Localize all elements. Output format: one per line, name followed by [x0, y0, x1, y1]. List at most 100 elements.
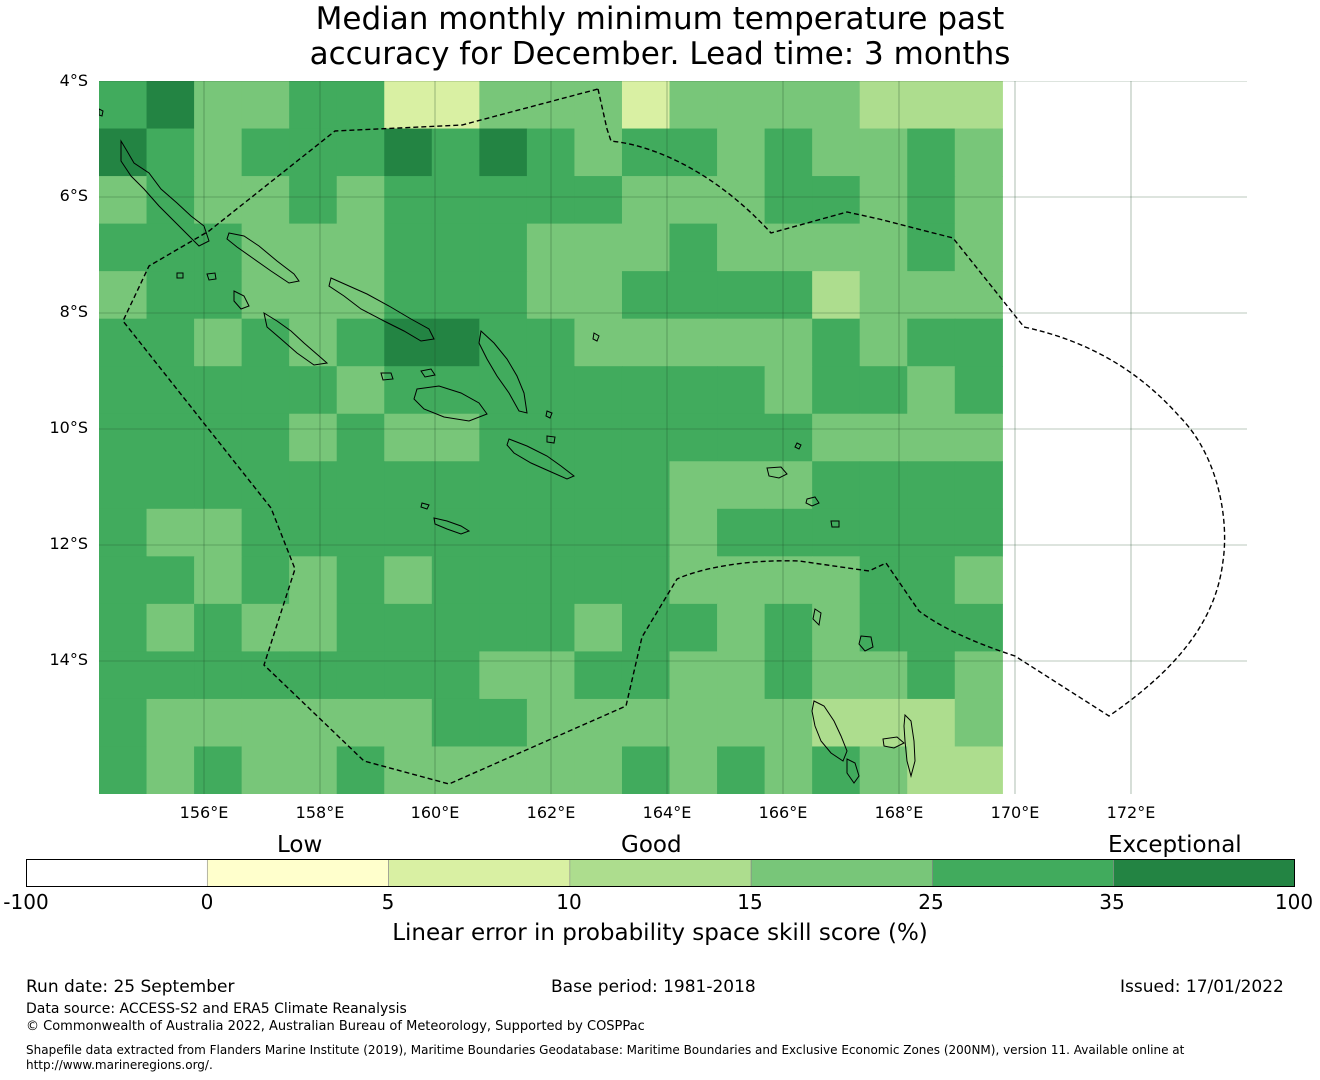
- skill-cell: [336, 698, 385, 748]
- skill-cell: [99, 413, 148, 462]
- skill-cell: [194, 271, 243, 320]
- skill-cell: [194, 176, 243, 225]
- skill-cell: [621, 176, 671, 225]
- skill-cell: [954, 556, 1003, 605]
- skill-cell: [194, 698, 243, 748]
- skill-cell: [954, 366, 1003, 415]
- skill-cell: [621, 461, 671, 510]
- coast-banks-islands: [858, 635, 874, 652]
- skill-cell: [479, 176, 528, 225]
- skill-cell: [574, 128, 623, 177]
- skill-cell: [859, 461, 908, 510]
- skill-cell: [669, 556, 718, 605]
- skill-cell: [621, 223, 671, 272]
- skill-cell: [479, 461, 528, 510]
- skill-cell: [384, 366, 433, 415]
- skill-cell: [717, 556, 766, 605]
- lat-label: 6°S: [59, 186, 88, 205]
- skill-cell: [812, 223, 861, 272]
- coast-choiseul: [226, 232, 300, 284]
- skill-cell: [384, 318, 433, 367]
- eez-boundaries: [122, 88, 1226, 785]
- skill-cell: [859, 556, 908, 605]
- skill-cell: [669, 746, 718, 794]
- skill-cell: [289, 461, 338, 510]
- coast-malaita: [478, 330, 528, 414]
- colorbar-segment: [569, 859, 752, 887]
- coast-ulawa: [546, 435, 556, 444]
- skill-cell: [99, 223, 148, 272]
- skill-cell: [574, 556, 623, 605]
- skill-cell: [669, 413, 718, 462]
- lon-label: 170°E: [990, 803, 1040, 822]
- skill-cell: [431, 223, 480, 272]
- skill-cell: [336, 223, 385, 272]
- skill-cell: [669, 603, 718, 652]
- coast-rennell: [433, 517, 471, 535]
- skill-cell: [574, 508, 623, 557]
- skill-cell: [954, 176, 1003, 225]
- skill-cell: [669, 698, 718, 748]
- skill-cell: [907, 318, 956, 367]
- colorbar-tick: 35: [1099, 890, 1125, 914]
- skill-cell: [717, 413, 766, 462]
- colorbar-tick: 0: [200, 890, 214, 914]
- lat-label: 4°S: [59, 71, 88, 90]
- skill-map: [99, 81, 1247, 794]
- skill-cell: [717, 698, 766, 748]
- skill-cell: [479, 698, 528, 748]
- skill-cell: [907, 81, 956, 130]
- skill-cell: [812, 461, 861, 510]
- skill-cell: [336, 746, 385, 794]
- skill-cell: [669, 176, 718, 225]
- skill-cell: [289, 413, 338, 462]
- skill-cell: [431, 366, 480, 415]
- skill-cell: [574, 318, 623, 367]
- skill-cell: [621, 271, 671, 320]
- skill-cell: [431, 318, 480, 367]
- skill-cell: [241, 461, 290, 510]
- skill-cell: [384, 698, 433, 748]
- skill-cell: [907, 461, 956, 510]
- skill-cell: [574, 746, 623, 794]
- colorbar-tick: 100: [1274, 890, 1314, 914]
- colorbar-tick: -100: [3, 890, 49, 914]
- skill-cell: [621, 366, 671, 415]
- lon-label: 158°E: [295, 803, 345, 822]
- skill-cell: [146, 318, 195, 367]
- skill-cell: [431, 461, 480, 510]
- skill-cell: [574, 271, 623, 320]
- coastlines: [99, 108, 916, 784]
- skill-cell: [431, 698, 480, 748]
- coast-torres-islands: [812, 608, 822, 627]
- skill-cell: [289, 603, 338, 652]
- skill-cell: [146, 413, 195, 462]
- skill-cell: [194, 223, 243, 272]
- skill-cell: [431, 176, 480, 225]
- skill-cell: [717, 223, 766, 272]
- skill-cell: [954, 413, 1003, 462]
- skill-cell: [336, 176, 385, 225]
- skill-cell: [479, 271, 528, 320]
- skill-cell: [764, 413, 813, 462]
- skill-cell: [384, 176, 433, 225]
- shapefile-credit-line1: Shapefile data extracted from Flanders M…: [26, 1043, 1185, 1057]
- skill-cell: [99, 128, 148, 177]
- skill-cell: [384, 746, 433, 794]
- skill-cell: [954, 651, 1003, 700]
- skill-cell: [764, 271, 813, 320]
- skill-cell: [907, 271, 956, 320]
- skill-cell: [764, 176, 813, 225]
- skill-cell: [241, 271, 290, 320]
- skill-cell: [621, 651, 671, 700]
- skill-cell: [907, 698, 956, 748]
- skill-cell: [812, 81, 861, 130]
- skill-cell: [812, 366, 861, 415]
- map-title-line1: Median monthly minimum temperature past: [315, 1, 1005, 37]
- coast-bellona: [420, 502, 430, 510]
- lon-label: 166°E: [758, 803, 808, 822]
- skill-cell: [479, 413, 528, 462]
- coast-ambae: [882, 736, 905, 749]
- skill-cell: [574, 223, 623, 272]
- skill-cell: [669, 223, 718, 272]
